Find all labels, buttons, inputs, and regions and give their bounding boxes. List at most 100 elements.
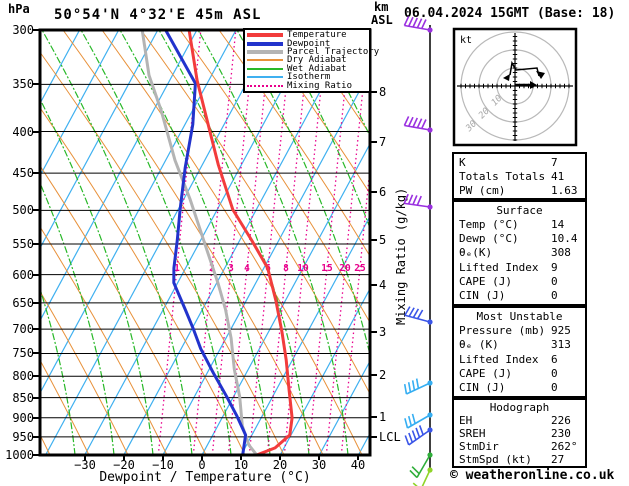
temperature-tick-mark — [240, 456, 242, 460]
wind-barb-shaft — [416, 454, 431, 478]
dry-adiabat-line — [101, 30, 363, 455]
pressure-tick-mark — [33, 375, 40, 377]
isotherm-legend-line — [247, 76, 283, 79]
table-row: StmSpd (kt) 27 — [454, 453, 585, 466]
wind-barb-shaft — [404, 24, 431, 31]
legend-item-label: Parcel Trajectory — [287, 47, 380, 58]
lcl-label: LCL — [379, 430, 401, 444]
mixing-ratio-line — [283, 30, 328, 455]
legend-item: Isotherm — [247, 72, 367, 83]
table-row: Lifted Index 9 — [454, 261, 585, 274]
table-row-value: 0 — [551, 366, 558, 380]
wind-barb-feather — [404, 418, 409, 429]
pressure-tick-label: 900 — [12, 411, 34, 425]
temperature-tick-label: −20 — [113, 458, 135, 472]
table-row-value: 6 — [551, 352, 558, 366]
legend-item-label: Wet Adiabat — [287, 63, 347, 74]
mixing-ratio-value-label: 20 — [339, 263, 351, 274]
pressure-tick-mark — [33, 436, 40, 438]
table-row-value: 0 — [551, 289, 558, 303]
temperature-tick-label: 40 — [350, 458, 366, 472]
table-row-value: 308 — [551, 246, 571, 260]
mixing-ratio-value-label: 10 — [297, 263, 309, 274]
x-axis-title: Dewpoint / Temperature (°C) — [99, 470, 311, 485]
pressure-tick-label: 500 — [12, 203, 34, 217]
wind-barb-feather — [416, 309, 424, 320]
table-row: θₑ(K) 308 — [454, 246, 585, 259]
isotherm-line — [84, 30, 315, 455]
dry-adiabat-line — [140, 30, 370, 395]
legend-item-label: Isotherm — [287, 72, 331, 83]
pressure-tick-label: 800 — [12, 369, 34, 383]
temperature-tick-mark — [201, 456, 203, 460]
dry-adiabat-line — [62, 30, 324, 455]
wind-barb — [404, 306, 433, 325]
temperature-legend-line — [247, 33, 283, 38]
mixing-ratio-value-label: 25 — [354, 263, 366, 274]
wind-barb — [403, 16, 433, 33]
table-row: PW (cm) 1.63 — [454, 184, 585, 197]
copyright: © weatheronline.co.uk — [450, 468, 615, 483]
wind-barb-feather — [408, 116, 414, 127]
wind-barb-feather — [416, 195, 422, 206]
temperature-tick-label: −10 — [152, 458, 174, 472]
legend-item: Dry Adiabat — [247, 56, 367, 65]
parcel-trajectory-legend-line — [247, 50, 283, 55]
isotherm-line — [40, 30, 237, 395]
legend-item-label: Temperature — [287, 30, 347, 41]
altitude-tick-label: 4 — [379, 278, 387, 292]
isotherm-line — [318, 359, 370, 455]
wind-barb-feather — [408, 432, 414, 443]
wind-barb-feather — [412, 195, 418, 205]
mixing-ratio-line — [307, 30, 352, 455]
altitude-tick-label: 3 — [379, 325, 387, 339]
wind-barb — [403, 116, 433, 133]
table-row-label: CIN (J) — [459, 289, 506, 303]
table-row: CAPE (J) 0 — [454, 367, 585, 380]
table-row-label: StmDir — [459, 440, 499, 453]
run-datetime: 06.04.2024 15GMT (Base: 18) — [404, 6, 616, 21]
dry-adiabat-legend-line — [247, 59, 283, 62]
plot-interior: 1 2 3 4 6 8 10 15 20 25 — [40, 30, 370, 455]
table-row: EH 226 — [454, 414, 585, 427]
station-title: 50°54'N 4°32'E 45m ASL — [54, 7, 262, 23]
wind-barb-feather — [418, 425, 424, 436]
table-row-value: 313 — [551, 338, 571, 352]
isotherm-line — [240, 215, 370, 455]
altitude-tick-mark — [371, 239, 377, 241]
stats-table: K 7 Totals Totals 41 PW (cm) 1.63 — [452, 152, 587, 200]
altitude-tick-mark — [371, 141, 377, 143]
wind-barb — [404, 425, 433, 446]
wet-adiabat-legend-line — [247, 67, 283, 70]
table-row-label: CAPE (J) — [459, 366, 512, 380]
wind-barb-column — [403, 16, 433, 486]
table-row: StmDir 262° — [454, 440, 585, 453]
wind-barb-shaft — [404, 202, 431, 208]
wet-adiabat-line — [236, 30, 370, 358]
legend-item-label: Dewpoint — [287, 38, 331, 49]
table-row-label: StmSpd (kt) — [459, 453, 532, 466]
pressure-tick-label: 350 — [12, 77, 34, 91]
pressure-tick-label: 1000 — [5, 448, 34, 462]
table-row-label: Temp (°C) — [459, 217, 519, 231]
mixing-ratio-line — [227, 30, 272, 455]
wind-barb-shaft — [404, 124, 431, 131]
temperature-tick-mark — [357, 456, 359, 460]
pressure-tick-label: 600 — [12, 268, 34, 282]
pressure-tick-label: 650 — [12, 296, 34, 310]
wind-barb-feather — [407, 382, 412, 393]
pressure-tick-mark — [33, 172, 40, 174]
mixing-ratio-legend-line — [247, 84, 283, 87]
wind-barb-feather — [408, 307, 415, 317]
table-row: CAPE (J) 0 — [454, 275, 585, 288]
pressure-tick-mark — [33, 397, 40, 399]
mixing-ratio-value-label: 3 — [228, 263, 234, 274]
temperature-tick-label: 30 — [311, 458, 327, 472]
table-row: Totals Totals 41 — [454, 170, 585, 183]
isotherm-line — [123, 30, 354, 455]
temperature-tick-label: −30 — [74, 458, 96, 472]
table-row-value: 9 — [551, 260, 558, 274]
mixing-ratio-value-label: 15 — [321, 263, 333, 274]
pressure-tick-mark — [33, 274, 40, 276]
